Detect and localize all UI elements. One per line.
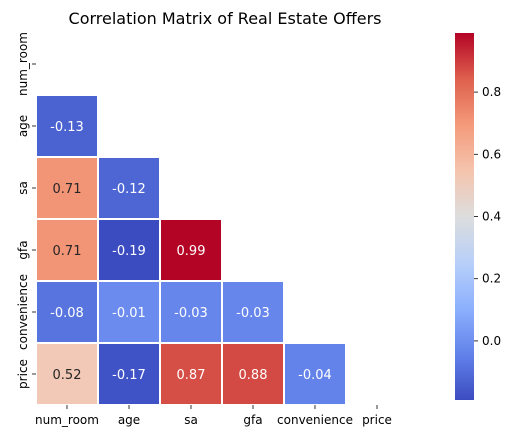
cell-value-label: 0.99 xyxy=(177,244,206,259)
cell-value-label: -0.03 xyxy=(174,306,208,321)
heatmap-cell-convenience-gfa xyxy=(221,280,285,344)
y-tick-label-num_room: num_room xyxy=(16,32,30,96)
colorbar-tick-label: 0.4 xyxy=(482,210,501,224)
heatmap-cell-price-age xyxy=(97,342,161,406)
cell-value-label: 0.71 xyxy=(53,244,82,259)
y-tick-label-price: price xyxy=(16,359,30,389)
y-tick-label-convenience: convenience xyxy=(16,274,30,350)
x-tick-label-price: price xyxy=(362,413,392,427)
colorbar: 0.0 0.2 0.4 0.6 0.8 xyxy=(455,33,501,400)
colorbar-gradient xyxy=(455,33,474,400)
cell-value-label: -0.17 xyxy=(112,368,146,383)
x-tick-label-sa: sa xyxy=(184,413,198,427)
cell-value-label: -0.01 xyxy=(112,306,146,321)
cell-value-label: -0.19 xyxy=(112,244,146,259)
heatmap-cell-convenience-age xyxy=(97,280,161,344)
colorbar-tick-label: 0.2 xyxy=(482,272,501,286)
chart-title: Correlation Matrix of Real Estate Offers xyxy=(69,9,382,28)
y-tick-label-age: age xyxy=(16,115,30,137)
colorbar-tick-label: 0.0 xyxy=(482,334,501,348)
heatmap-annotations: -0.13 0.71 -0.12 0.71 -0.19 0.99 -0.08 -0.01 -0.… xyxy=(50,120,332,383)
y-tick-label-gfa: gfa xyxy=(16,240,30,259)
heatmap-cell-gfa-sa xyxy=(159,218,223,282)
cell-value-label: -0.03 xyxy=(236,306,270,321)
x-tick-label-num_room: num_room xyxy=(35,413,99,427)
cell-value-label: 0.87 xyxy=(177,368,206,383)
x-tick-label-age: age xyxy=(118,413,140,427)
heatmap-cell-sa-num_room xyxy=(35,156,99,220)
cell-value-label: -0.13 xyxy=(50,120,84,135)
cell-value-label: -0.04 xyxy=(298,368,332,383)
cell-value-label: -0.08 xyxy=(50,306,84,321)
x-tick-label-convenience: convenience xyxy=(277,413,353,427)
cell-value-label: 0.52 xyxy=(53,368,82,383)
colorbar-tick-label: 0.6 xyxy=(482,147,501,161)
colorbar-tick-label: 0.8 xyxy=(482,85,501,99)
cell-value-label: 0.71 xyxy=(53,182,82,197)
heatmap-cells xyxy=(35,94,347,406)
cell-value-label: 0.88 xyxy=(239,368,268,383)
heatmap-cell-price-gfa xyxy=(221,342,285,406)
x-tick-label-gfa: gfa xyxy=(243,413,262,427)
cell-value-label: -0.12 xyxy=(112,182,146,197)
y-tick-label-sa: sa xyxy=(16,181,30,195)
x-axis-ticks: num_room age sa gfa convenience price xyxy=(35,405,392,427)
